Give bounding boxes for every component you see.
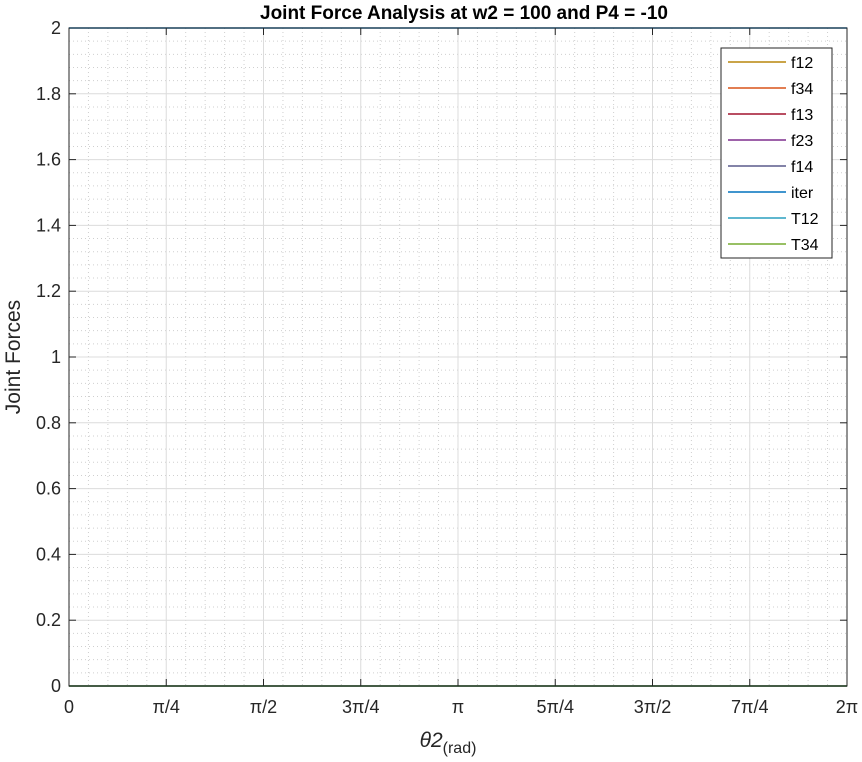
legend-label-iter: iter — [791, 185, 814, 202]
y-tick-label: 1.8 — [36, 84, 61, 104]
y-tick-label: 1.4 — [36, 215, 61, 235]
y-axis-label: Joint Forces — [2, 300, 25, 414]
x-axis-label-main: θ2 — [420, 729, 443, 752]
y-tick-labels: 0 0.2 0.4 0.6 0.8 1 1.2 1.4 1.6 1.8 2 — [36, 18, 61, 696]
x-axis-label-subscript: (rad) — [443, 740, 477, 757]
x-tick-label: 3π/4 — [342, 697, 379, 717]
x-tick-label: 2π — [836, 697, 858, 717]
legend-label-f12: f12 — [791, 55, 813, 72]
y-tick-label: 1 — [51, 347, 61, 367]
x-tick-label: 0 — [64, 697, 74, 717]
x-tick-label: 5π/4 — [537, 697, 574, 717]
y-tick-label: 0.6 — [36, 479, 61, 499]
x-tick-label: π/2 — [250, 697, 277, 717]
axis-ticks — [68, 27, 848, 687]
x-tick-label: 3π/2 — [634, 697, 671, 717]
x-tick-labels: 0 π/4 π/2 3π/4 π 5π/4 3π/2 7π/4 2π — [64, 697, 858, 717]
y-tick-label: 0.2 — [36, 610, 61, 630]
legend: f12 f34 f13 f23 f14 iter T12 T34 — [720, 47, 833, 259]
x-tick-label: π/4 — [153, 697, 180, 717]
x-tick-label: π — [452, 697, 464, 717]
y-tick-label: 1.2 — [36, 281, 61, 301]
x-axis-label: θ2(rad) — [420, 729, 477, 757]
y-tick-label: 0 — [51, 676, 61, 696]
legend-label-f13: f13 — [791, 107, 813, 124]
legend-label-f34: f34 — [791, 81, 813, 98]
y-tick-label: 0.4 — [36, 544, 61, 564]
legend-label-f23: f23 — [791, 133, 813, 150]
legend-box — [720, 47, 833, 259]
legend-label-f14: f14 — [791, 159, 813, 176]
chart-title: Joint Force Analysis at w2 = 100 and P4 … — [260, 3, 668, 24]
y-tick-label: 2 — [51, 18, 61, 38]
y-tick-label: 1.6 — [36, 150, 61, 170]
legend-label-T12: T12 — [791, 211, 819, 228]
y-tick-label: 0.8 — [36, 413, 61, 433]
legend-label-T34: T34 — [791, 237, 819, 254]
x-tick-label: 7π/4 — [731, 697, 768, 717]
